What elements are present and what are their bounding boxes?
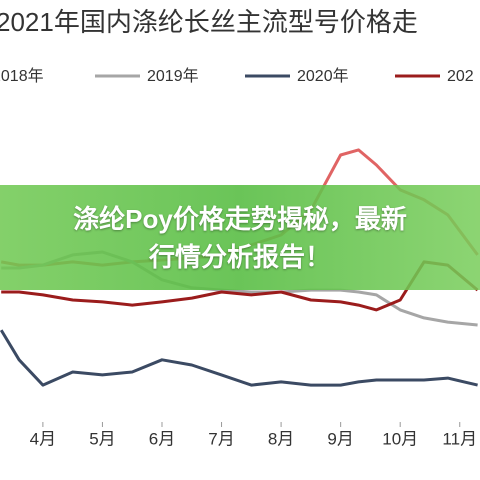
chart-title: 2021年国内涤纶长丝主流型号价格走	[0, 7, 418, 37]
banner: 涤纶Poy价格走势揭秘，最新 行情分析报告！	[0, 185, 480, 290]
x-tick-label: 5月	[89, 429, 115, 448]
banner-line: 行情分析报告！	[148, 241, 331, 272]
x-tick-label: 6月	[149, 429, 175, 448]
x-tick-label: 9月	[327, 429, 353, 448]
x-tick-label: 7月	[208, 429, 234, 448]
legend-label: 2019年	[147, 67, 199, 85]
series-line	[1, 260, 479, 312]
x-tick-label: 10月	[382, 429, 418, 448]
legend-label: 202	[447, 68, 474, 85]
legend-label: 2018年	[0, 67, 44, 85]
series-line	[0, 329, 478, 387]
legend-label: 2020年	[297, 67, 349, 85]
x-tick-label: 4月	[30, 429, 56, 448]
x-tick-label: 11月	[442, 429, 477, 448]
banner-line: 涤纶Poy价格走势揭秘，最新	[73, 203, 407, 234]
x-tick-label: 8月	[268, 429, 294, 448]
